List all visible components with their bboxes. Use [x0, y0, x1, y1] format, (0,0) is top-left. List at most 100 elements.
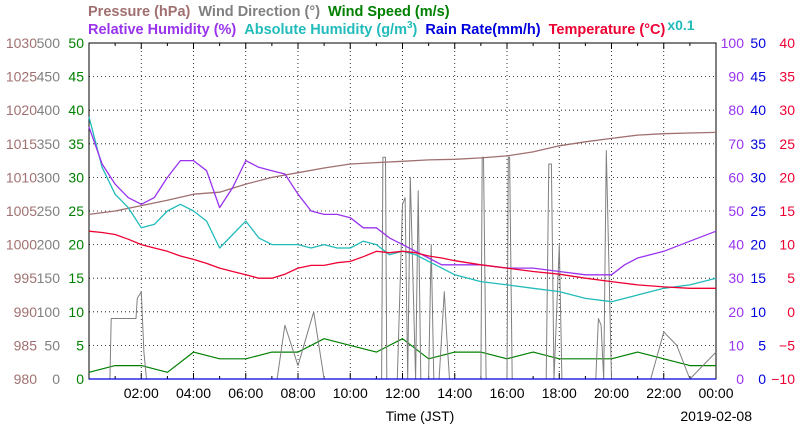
tick-label-wind-speed: 15	[68, 270, 84, 286]
tick-label-wind-direction: 350	[37, 136, 61, 152]
x-tick-label: 00:00	[698, 385, 733, 401]
tick-label-temperature: −10	[771, 371, 795, 387]
tick-label-relative-humidity: 0	[736, 371, 744, 387]
legend-item-row1-2: Wind Speed (m/s)	[328, 4, 450, 20]
x-tick-label: 18:00	[542, 385, 577, 401]
tick-label-rain-rate: 15	[750, 270, 766, 286]
tick-label-rain-rate: 20	[750, 237, 766, 253]
legend-text: Temperature (°C)	[549, 22, 666, 38]
tick-label-relative-humidity: 20	[728, 304, 744, 320]
x-tick-label: 22:00	[646, 385, 681, 401]
tick-label-temperature: 0	[787, 304, 795, 320]
chart-legend: Pressure (hPa) Wind Direction (°) Wind Spe…	[88, 4, 695, 38]
tick-label-temperature: −5	[779, 337, 795, 353]
legend-item-row2-2: Rain Rate(mm/h)	[425, 22, 540, 38]
tick-label-pressure: 1000	[6, 237, 37, 253]
legend-text: Wind Speed (m/s)	[328, 4, 450, 20]
tick-label-relative-humidity: 40	[728, 237, 744, 253]
legend-text: Relative Humidity (%)	[88, 22, 236, 38]
tick-label-wind-speed: 25	[68, 203, 84, 219]
tick-label-temperature: 40	[779, 35, 795, 51]
tick-label-wind-speed: 35	[68, 136, 84, 152]
tick-label-wind-speed: 0	[76, 371, 84, 387]
tick-label-temperature: 10	[779, 237, 795, 253]
x-axis-label: Time (JST)	[386, 408, 455, 424]
abs-humidity-scale-note: x0.1	[667, 17, 694, 33]
plot-area	[88, 42, 717, 380]
tick-label-pressure: 985	[14, 337, 38, 353]
tick-label-wind-direction: 250	[37, 203, 61, 219]
tick-label-rain-rate: 25	[750, 203, 766, 219]
tick-label-wind-speed: 10	[68, 304, 84, 320]
tick-label-relative-humidity: 90	[728, 69, 744, 85]
tick-label-wind-direction: 200	[37, 237, 61, 253]
tick-label-relative-humidity: 60	[728, 169, 744, 185]
legend-suffix: )	[413, 22, 418, 38]
tick-label-wind-direction: 400	[37, 102, 61, 118]
tick-label-rain-rate: 35	[750, 136, 766, 152]
series-line-relative-humidity	[88, 126, 717, 276]
tick-label-rain-rate: 10	[750, 304, 766, 320]
tick-label-temperature: 15	[779, 203, 795, 219]
x-axis: 02:00 04:00 06:00 08:00 10:00 12:00 14:00 16:00…	[124, 385, 752, 424]
left-axes: 1030102510201015101010051000995990985980…	[6, 35, 84, 387]
tick-label-rain-rate: 40	[750, 102, 766, 118]
tick-label-wind-direction: 450	[37, 69, 61, 85]
tick-label-relative-humidity: 100	[721, 35, 745, 51]
tick-label-pressure: 1010	[6, 169, 37, 185]
tick-label-pressure: 1020	[6, 102, 37, 118]
tick-label-wind-direction: 0	[52, 371, 60, 387]
tick-label-temperature: 25	[779, 136, 795, 152]
tick-label-pressure: 1005	[6, 203, 37, 219]
legend-superscript: 3	[407, 20, 413, 31]
tick-label-wind-direction: 500	[37, 35, 61, 51]
tick-label-pressure: 1030	[6, 35, 37, 51]
tick-label-wind-direction: 300	[37, 169, 61, 185]
x-tick-label: 06:00	[228, 385, 263, 401]
tick-label-wind-speed: 20	[68, 237, 84, 253]
x-tick-label: 16:00	[489, 385, 524, 401]
legend-item-row1-1: Wind Direction (°)	[198, 4, 320, 20]
tick-label-wind-speed: 50	[68, 35, 84, 51]
tick-label-pressure: 1025	[6, 69, 37, 85]
tick-label-rain-rate: 50	[750, 35, 766, 51]
tick-label-relative-humidity: 80	[728, 102, 744, 118]
legend-item-row2-1: Absolute Humidity (g/m3)	[244, 20, 417, 38]
tick-label-wind-speed: 45	[68, 69, 84, 85]
tick-label-relative-humidity: 30	[728, 270, 744, 286]
series-line-temperature	[88, 230, 716, 289]
tick-label-temperature: 5	[787, 270, 795, 286]
legend-item-row2-0: Relative Humidity (%)	[88, 22, 236, 38]
date-label: 2019-02-08	[680, 408, 752, 424]
legend-text: Wind Direction (°)	[198, 4, 320, 20]
tick-label-wind-direction: 150	[37, 270, 61, 286]
x-tick-label: 10:00	[333, 385, 368, 401]
x-tick-label: 12:00	[385, 385, 420, 401]
legend-text: Absolute Humidity (g/m	[244, 22, 407, 38]
series-line-absolute-humidity	[88, 116, 717, 303]
series-line-pressure	[88, 131, 717, 216]
tick-label-relative-humidity: 50	[728, 203, 744, 219]
x-tick-label: 20:00	[594, 385, 629, 401]
x-tick-label: 02:00	[124, 385, 159, 401]
tick-label-wind-speed: 40	[68, 102, 84, 118]
tick-label-temperature: 35	[779, 69, 795, 85]
x-tick-label: 04:00	[176, 385, 211, 401]
legend-text: Pressure (hPa)	[88, 4, 191, 20]
tick-label-wind-speed: 30	[68, 169, 84, 185]
tick-label-pressure: 1015	[6, 136, 37, 152]
tick-label-rain-rate: 30	[750, 169, 766, 185]
tick-label-rain-rate: 45	[750, 69, 766, 85]
x-tick-label: 14:00	[437, 385, 472, 401]
legend-item-row2-3: Temperature (°C)	[549, 22, 666, 38]
x-tick-label: 08:00	[280, 385, 315, 401]
tick-label-rain-rate: 5	[758, 337, 766, 353]
tick-label-wind-direction: 50	[44, 337, 60, 353]
tick-label-rain-rate: 0	[758, 371, 766, 387]
tick-label-wind-direction: 100	[37, 304, 61, 320]
tick-label-relative-humidity: 10	[728, 337, 744, 353]
tick-label-wind-speed: 5	[76, 337, 84, 353]
tick-label-temperature: 30	[779, 102, 795, 118]
tick-label-pressure: 995	[14, 270, 38, 286]
